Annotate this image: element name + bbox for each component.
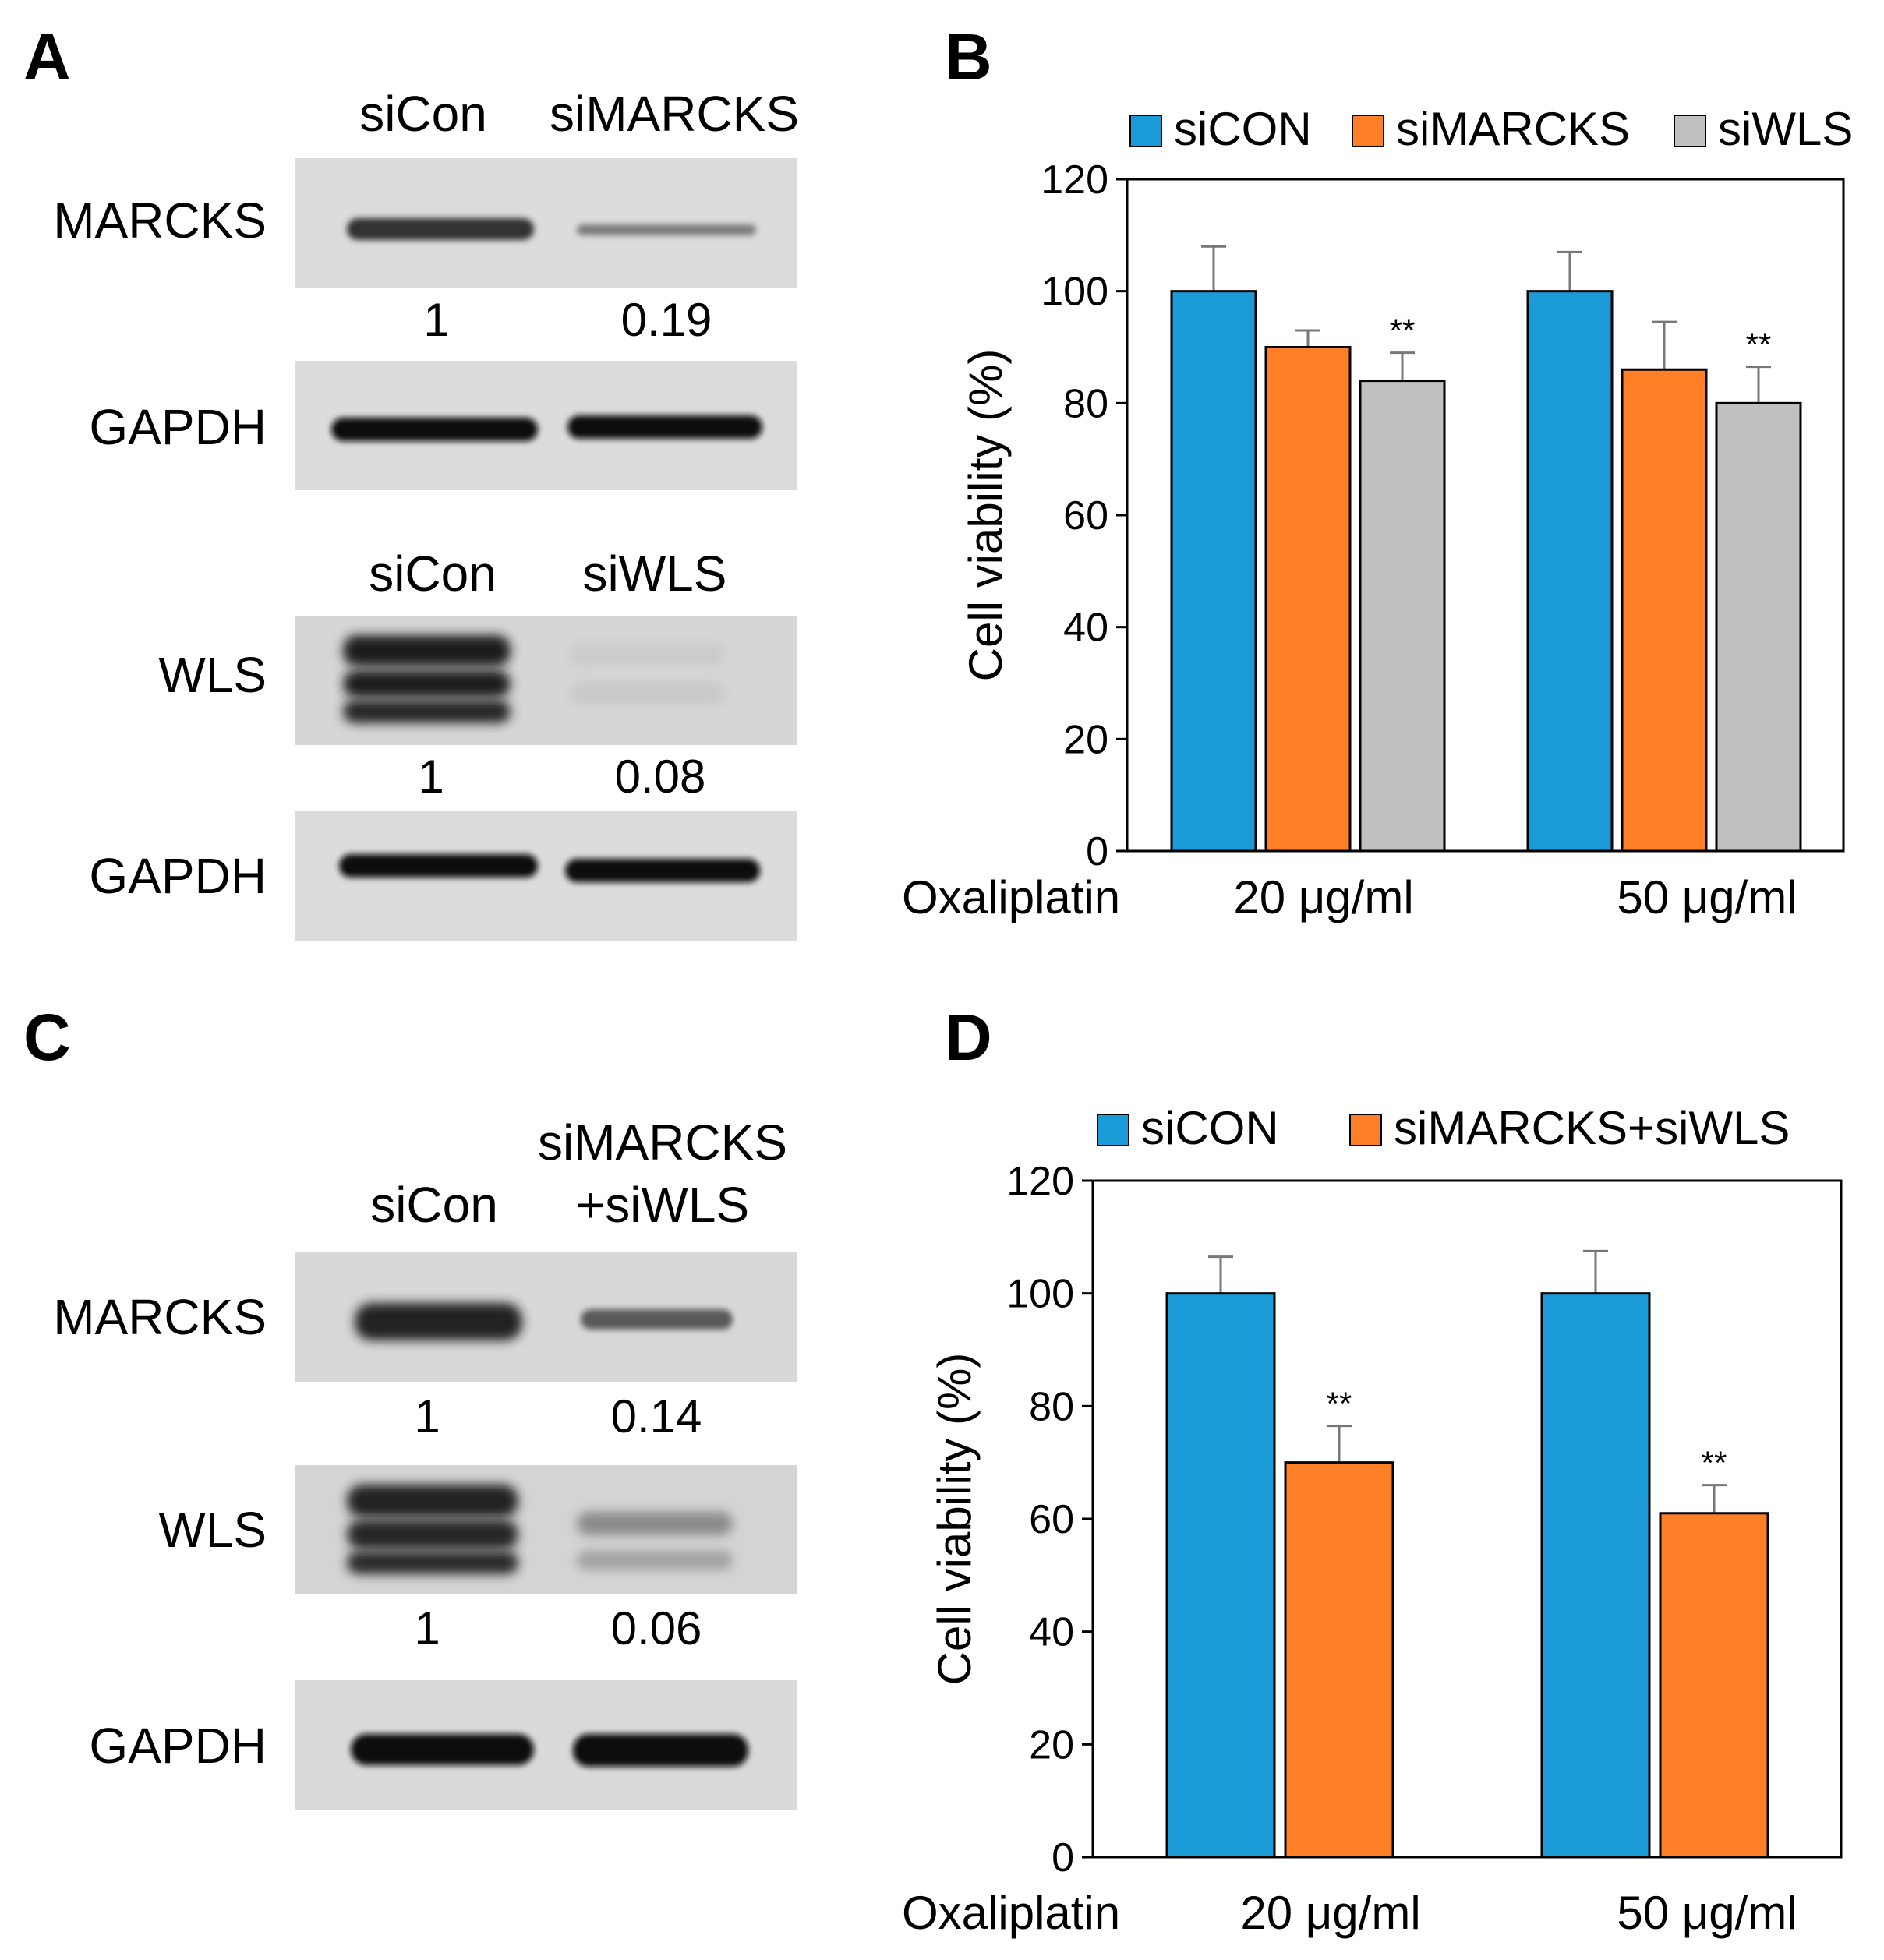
bar <box>1170 290 1257 853</box>
blot-band <box>343 635 511 666</box>
chart-d: 0 20 40 60 80 100 120 Cell viability (%) ** 20 μg… <box>902 1102 1843 1939</box>
legend-swatch <box>1097 1114 1129 1146</box>
protein-label: GAPDH <box>89 399 267 455</box>
y-tick-label: 0 <box>1086 829 1108 874</box>
blot-band <box>347 1520 518 1549</box>
blot-band <box>347 1551 518 1574</box>
significance-marker: ** <box>1327 1386 1352 1422</box>
quant-value: 0.08 <box>615 750 706 803</box>
bar <box>1621 368 1708 853</box>
y-tick-label: 120 <box>1006 1159 1074 1204</box>
blot-band <box>351 1734 534 1765</box>
legend-swatch <box>1674 115 1706 147</box>
protein-label: WLS <box>158 647 267 703</box>
legend-label: siCON <box>1174 103 1312 155</box>
panel-label-d: D <box>945 1001 992 1074</box>
y-tick-label: 60 <box>1029 1497 1074 1542</box>
legend-swatch <box>1349 1114 1382 1146</box>
blot-band <box>339 854 538 878</box>
y-tick-label: 40 <box>1063 606 1108 651</box>
blot-a1: siCon siMARCKS MARCKS 1 0.19 GAPDH <box>53 86 799 490</box>
blot-band <box>569 682 725 705</box>
blot-band <box>355 1303 522 1340</box>
legend-swatch <box>1129 115 1162 147</box>
lane-label: siMARCKS <box>538 1114 787 1171</box>
lane-label: siCon <box>370 1177 498 1233</box>
bar <box>1284 1461 1394 1859</box>
quant-value: 1 <box>414 1390 440 1443</box>
blot-band <box>347 1485 518 1517</box>
y-tick-label: 20 <box>1029 1722 1074 1768</box>
blot-band <box>569 643 725 666</box>
significance-marker: ** <box>1746 327 1772 363</box>
y-tick-label: 40 <box>1029 1610 1074 1655</box>
legend-swatch <box>1352 115 1384 147</box>
panel-label-c: C <box>23 1001 71 1074</box>
legend-label: siCON <box>1141 1102 1279 1154</box>
blot-band <box>347 218 534 240</box>
blot-band <box>577 224 756 235</box>
x-category-label: 50 μg/ml <box>1617 871 1797 923</box>
bar <box>1359 380 1446 853</box>
quant-value: 1 <box>414 1602 440 1655</box>
y-tick-label: 80 <box>1029 1384 1074 1429</box>
blot-band <box>343 670 511 697</box>
bar <box>1264 346 1352 853</box>
panel-label-a: A <box>23 20 71 94</box>
bar <box>1526 290 1614 853</box>
protein-label: MARCKS <box>53 192 267 249</box>
quant-value: 1 <box>418 750 444 803</box>
y-tick-label: 60 <box>1063 493 1108 539</box>
x-category-label: 20 μg/ml <box>1240 1887 1420 1939</box>
y-axis-label: Cell viability (%) <box>960 349 1012 682</box>
protein-label: MARCKS <box>53 1289 267 1345</box>
legend-label: siMARCKS+siWLS <box>1394 1102 1790 1154</box>
quant-value: 0.19 <box>621 294 712 346</box>
quant-value: 0.14 <box>611 1390 702 1443</box>
protein-label: WLS <box>158 1502 267 1558</box>
legend-label: siWLS <box>1718 103 1853 155</box>
quant-value: 0.06 <box>611 1602 702 1655</box>
blot-c: siCon siMARCKS +siWLS MARCKS 1 0.14 WLS … <box>53 1114 797 1810</box>
y-tick-label: 120 <box>1041 157 1108 203</box>
quant-value: 1 <box>423 294 449 346</box>
bar <box>1659 1512 1769 1859</box>
lane-label: siMARCKS <box>550 86 799 142</box>
bar <box>1715 401 1802 853</box>
protein-label: GAPDH <box>89 848 267 904</box>
blot-band <box>577 1512 733 1535</box>
bar <box>1540 1292 1651 1859</box>
blot-band <box>343 700 511 723</box>
significance-marker: ** <box>1390 313 1416 349</box>
lane-label: siCon <box>369 546 497 602</box>
x-axis-prefix: Oxaliplatin <box>902 871 1120 923</box>
blot-band <box>577 1551 733 1570</box>
y-tick-label: 80 <box>1063 381 1108 426</box>
blot-a2: siCon siWLS WLS 1 0.08 GAPDH <box>89 546 797 941</box>
blot-band <box>565 859 760 882</box>
y-tick-label: 20 <box>1063 717 1108 762</box>
x-category-label: 20 μg/ml <box>1233 871 1413 923</box>
lane-label: siCon <box>359 86 487 142</box>
lane-label: +siWLS <box>576 1177 749 1233</box>
blot-band <box>581 1309 733 1330</box>
panel-label-b: B <box>945 20 992 94</box>
chart-b: 0 20 40 60 80 100 120 Cell viability (%) ** 20 μg… <box>902 103 1853 923</box>
y-tick-label: 100 <box>1006 1272 1074 1317</box>
blot-band <box>331 418 538 441</box>
blot-band <box>573 1734 748 1767</box>
x-category-label: 50 μg/ml <box>1617 1887 1797 1939</box>
y-axis-label: Cell viability (%) <box>928 1353 981 1686</box>
blot-band <box>567 415 762 439</box>
lane-label: siWLS <box>583 546 727 602</box>
x-axis-prefix: Oxaliplatin <box>902 1887 1120 1939</box>
y-tick-label: 100 <box>1041 270 1108 315</box>
bar <box>1165 1292 1276 1859</box>
protein-label: GAPDH <box>89 1718 267 1774</box>
significance-marker: ** <box>1702 1445 1727 1481</box>
y-tick-label: 0 <box>1052 1835 1074 1881</box>
legend-label: siMARCKS <box>1396 103 1630 155</box>
